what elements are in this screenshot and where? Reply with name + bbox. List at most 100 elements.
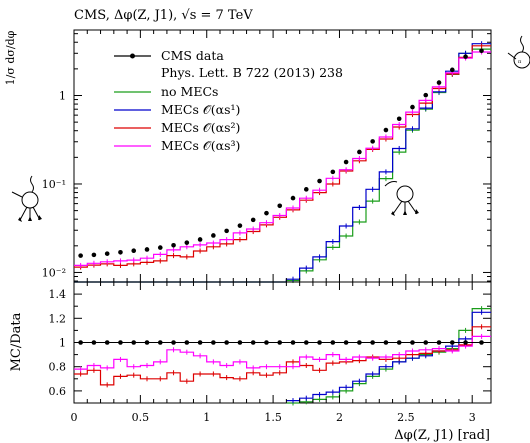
ratio-data-point [131,340,137,345]
ratio-series-MECs-s- [74,326,491,386]
ratio-data-point [449,340,455,345]
ratio-data-point [317,340,322,345]
main-data-point [357,149,362,155]
x-tick-label: 1 [203,411,210,424]
ratio-data-point [157,340,163,345]
x-tick-label: 3 [469,411,476,424]
main-data-point [184,240,190,245]
chart-title: CMS, Δφ(Z, J1), √s = 7 TeV [74,8,253,23]
ratio-y-label: MC/Data [9,312,24,371]
ratio-data-point [396,340,402,345]
ratio-data-point [277,340,283,345]
main-y-label: 1/σ dσ/dφ [4,30,17,85]
ratio-data-point [383,340,389,345]
ratio-data-point [330,340,336,345]
ratio-data-point [343,340,349,345]
ratio-data-point [479,340,484,345]
main-data-point [224,228,229,234]
x-axis-ticks: 0 0.5 1 1.5 2 2.5 3 [71,30,476,424]
ratio-data-point [250,340,256,345]
main-y-tick-label: 1 [59,90,66,103]
ratio-data-point [357,340,362,345]
main-data-point [423,92,429,98]
ratio-data-point [171,340,176,345]
main-data-point [171,242,176,248]
main-data-point [317,178,322,184]
ratio-y-tick-label: 1.2 [49,312,67,325]
ratio-data-point [423,340,429,345]
main-data-point [303,187,309,192]
main-series-no-MECs [74,48,491,283]
main-y-ticks: 1 10⁻¹ 10⁻² [42,33,491,282]
ratio-y-tick-label: 1 [59,337,66,350]
main-data-point [78,253,83,258]
ratio-data-point [436,340,442,345]
legend-label: MECs 𝒪(αs¹) [161,102,240,117]
ratio-data-point [264,340,269,345]
ratio-y-tick-label: 0.8 [49,361,67,374]
ratio-data-point [303,340,309,345]
x-tick-label: 2 [336,411,343,424]
x-tick-label: 0 [71,411,78,424]
ratio-data-point [290,340,296,345]
svg-text:π: π [518,59,522,65]
main-data-point [330,169,336,175]
ratio-data-point [224,340,229,345]
x-tick-label: 2.5 [397,411,415,424]
ratio-y-tick-label: 0.6 [49,385,67,398]
main-data-point [436,80,442,85]
diagram-icon-right [384,181,419,216]
main-y-tick-label: 10⁻¹ [42,178,66,191]
ratio-data-point [184,340,190,345]
main-data-point [131,248,137,254]
ratio-data-point [104,340,110,345]
x-tick-label: 1.5 [264,411,282,424]
main-data-point [197,237,203,242]
main-data-point [104,251,110,256]
ratio-data-point [91,340,97,345]
legend-label: no MECs [161,84,218,99]
main-series-MECs-s- [74,51,491,266]
main-data-point [118,249,123,255]
ratio-data-point [211,340,216,345]
main-data-point [410,104,415,110]
x-tick-label: 0.5 [132,411,150,424]
main-data-point [157,245,163,250]
ratio-series-MECs-s- [74,335,491,370]
ratio-data-point [197,340,203,345]
ratio-series-no-MECs [286,308,491,404]
legend-label: MECs 𝒪(αs³) [161,138,240,153]
legend: CMS data no MECs MECs 𝒪(αs¹) MECs 𝒪(αs²) MEC… [114,48,240,153]
legend-label: CMS data [161,48,224,63]
diagram-icon-left [11,175,42,222]
main-data-point [211,233,216,238]
ratio-data-point [410,340,415,345]
main-data-point [250,217,256,223]
main-data-point [290,195,296,201]
diagram-icon-top-right: π [507,35,530,69]
main-data-point [264,210,269,216]
ratio-y-tick-label: 1.4 [49,288,67,301]
main-data-point [383,127,389,133]
main-data-point [449,67,455,73]
main-data-point [91,252,97,258]
main-data-point [277,203,283,209]
ratio-data-point [144,340,150,345]
ratio-data-point [118,340,123,345]
main-data-point [343,159,349,165]
main-data-point [479,48,484,54]
main-data-point [237,223,243,228]
main-data-point [463,54,468,59]
legend-marker [130,53,135,59]
ratio-plot-series [74,306,491,406]
ratio-data-point [370,340,375,345]
ratio-data-point [463,340,468,345]
ratio-data-point [78,340,83,345]
main-data-point [396,116,402,122]
x-axis-label: Δφ(Z, J1) [rad] [394,428,490,443]
main-y-tick-label: 10⁻² [42,266,66,279]
legend-label: MECs 𝒪(αs²) [161,120,240,135]
legend-reference: Phys. Lett. B 722 (2013) 238 [161,65,343,80]
main-data-point [144,247,150,252]
